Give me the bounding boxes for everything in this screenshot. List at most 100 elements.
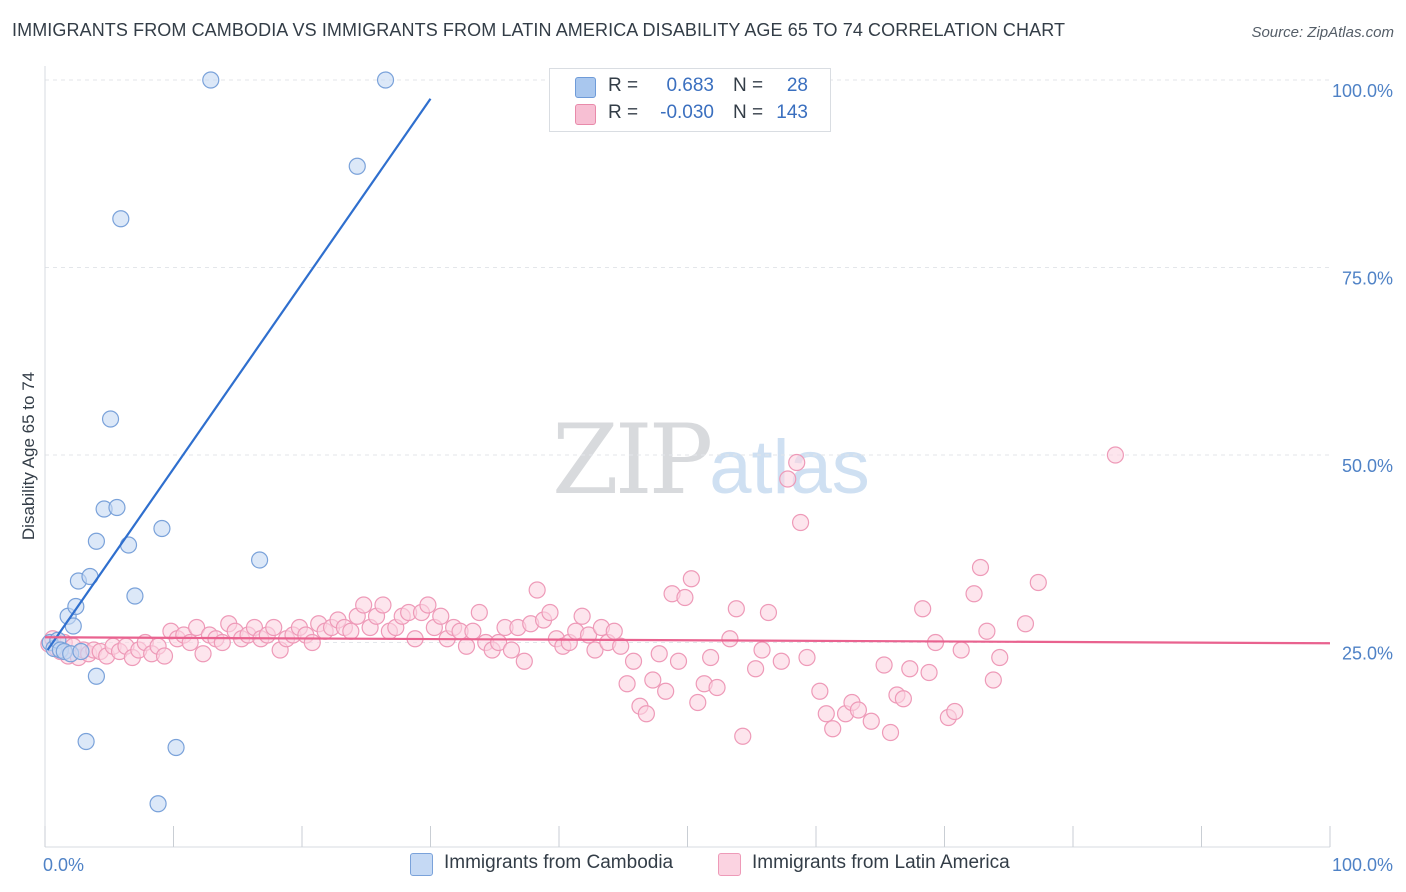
stats-swatch-cambodia — [575, 77, 596, 98]
n-value: 28 — [786, 75, 808, 96]
point-latin-america — [862, 712, 880, 730]
gridlines — [45, 79, 1330, 643]
y-tick-label: 50.0% — [1342, 456, 1393, 476]
point-latin-america — [952, 641, 970, 659]
point-latin-america — [605, 622, 623, 640]
n-label: N = — [733, 102, 764, 123]
point-latin-america — [528, 581, 546, 599]
point-latin-america — [689, 693, 707, 712]
point-cambodia — [376, 71, 395, 89]
point-latin-america — [1106, 446, 1125, 464]
point-latin-america — [573, 607, 591, 625]
point-cambodia — [250, 551, 269, 569]
point-latin-america — [612, 637, 630, 655]
point-latin-america — [586, 641, 604, 659]
point-latin-america — [457, 637, 476, 655]
x-tick-label: 0.0% — [43, 855, 84, 875]
stats-row-cambodia: R = 0.683 N = 28 — [550, 73, 830, 101]
y-axis-label: Disability Age 65 to 74 — [19, 371, 38, 541]
correlation-stats-box: R = 0.683 N = 28 R = -0.030 N = 143 — [549, 68, 831, 132]
point-cambodia — [87, 532, 106, 550]
point-cambodia — [348, 157, 366, 175]
point-latin-america — [650, 645, 668, 663]
point-latin-america — [515, 652, 533, 670]
r-label: R = — [608, 102, 639, 123]
stats-swatch-latin-america — [575, 104, 596, 125]
point-latin-america — [1029, 573, 1047, 592]
r-label: R = — [608, 75, 639, 96]
point-latin-america — [791, 513, 810, 532]
stats-row-latin-america: R = -0.030 N = 143 — [550, 100, 830, 128]
point-cambodia — [126, 587, 144, 605]
point-latin-america — [881, 723, 900, 742]
point-latin-america — [753, 641, 771, 659]
point-latin-america — [155, 647, 174, 665]
source-credit: Source: ZipAtlas.com — [1251, 24, 1394, 41]
trend-lines — [44, 98, 1331, 651]
point-latin-america — [759, 603, 778, 622]
trend-line-latin-america — [44, 636, 1331, 645]
point-latin-america — [464, 622, 482, 640]
point-latin-america — [355, 596, 373, 614]
r-value: -0.030 — [660, 102, 714, 123]
point-latin-america — [920, 663, 938, 682]
legend-label-cambodia: Immigrants from Cambodia — [444, 852, 674, 873]
point-latin-america — [788, 453, 806, 472]
point-cambodia — [167, 738, 185, 757]
point-latin-america — [991, 648, 1009, 667]
point-latin-america — [779, 470, 797, 488]
legend-label-latin-america: Immigrants from Latin America — [752, 852, 1010, 873]
watermark-atlas: atlas — [709, 425, 870, 510]
point-cambodia — [72, 642, 90, 661]
point-latin-america — [946, 702, 964, 721]
point-latin-america — [721, 630, 739, 648]
watermark: ZIPatlas — [552, 404, 870, 516]
point-latin-america — [644, 671, 662, 689]
y-tick-label: 75.0% — [1342, 269, 1393, 289]
point-latin-america — [971, 558, 990, 577]
legend-item-latin-america[interactable]: Immigrants from Latin America — [718, 851, 1038, 879]
point-latin-america — [541, 603, 559, 622]
x-tick-label: 100.0% — [1332, 855, 1393, 875]
point-latin-america — [624, 652, 643, 670]
watermark-zip: ZIP — [552, 404, 713, 516]
point-latin-america — [914, 600, 932, 618]
trend-line-cambodia — [46, 98, 432, 651]
point-latin-america — [419, 596, 437, 614]
point-cambodia — [77, 732, 95, 751]
point-cambodia — [108, 498, 126, 517]
tick-labels: 25.0% 50.0% 75.0% 100.0% 0.0% 100.0% — [43, 81, 1393, 875]
point-latin-america — [965, 585, 983, 603]
point-latin-america — [374, 596, 392, 614]
point-latin-america — [984, 671, 1002, 689]
legend-swatch-cambodia — [410, 853, 433, 876]
point-latin-america — [978, 622, 996, 640]
point-cambodia — [87, 667, 106, 685]
point-latin-america — [342, 622, 360, 640]
point-latin-america — [875, 656, 893, 674]
point-cambodia — [153, 519, 171, 538]
data-points — [40, 71, 1125, 813]
point-latin-america — [637, 705, 655, 723]
point-latin-america — [213, 633, 231, 652]
axes — [44, 66, 1331, 848]
point-latin-america — [747, 660, 765, 678]
point-latin-america — [657, 682, 675, 700]
y-tick-label: 25.0% — [1342, 644, 1393, 664]
chart-title: IMMIGRANTS FROM CAMBODIA VS IMMIGRANTS F… — [12, 20, 1066, 40]
point-latin-america — [798, 648, 816, 667]
point-cambodia — [101, 410, 120, 428]
point-latin-america — [772, 652, 790, 670]
point-latin-america — [811, 682, 829, 700]
point-latin-america — [682, 570, 700, 588]
legend-swatch-latin-america — [718, 853, 741, 876]
point-latin-america — [849, 701, 868, 719]
legend-item-cambodia[interactable]: Immigrants from Cambodia — [410, 851, 700, 879]
point-latin-america — [432, 607, 450, 625]
y-tick-label: 100.0% — [1332, 81, 1393, 101]
point-latin-america — [727, 600, 745, 618]
point-latin-america — [676, 588, 694, 607]
point-latin-america — [618, 675, 636, 693]
point-latin-america — [817, 705, 835, 723]
